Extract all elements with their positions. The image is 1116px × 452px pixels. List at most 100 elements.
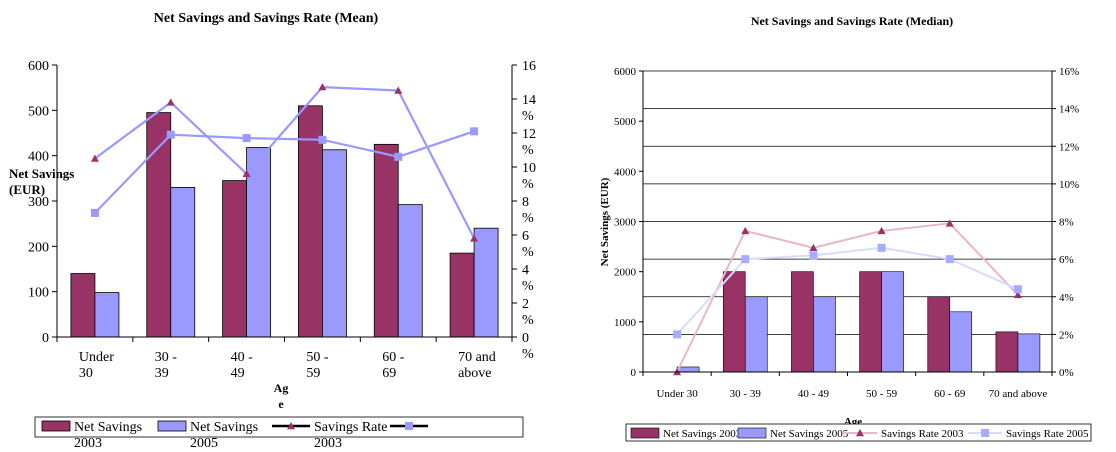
bar xyxy=(94,292,120,338)
x-tick-label: 30 - 39 xyxy=(730,388,762,400)
y2-tick-label: 12% xyxy=(1059,141,1079,153)
legend-label: Savings Rate 2005 xyxy=(1006,428,1089,440)
y2-tick-label: 2% xyxy=(522,297,534,328)
x-tick-label: 60 -69 xyxy=(382,350,405,381)
y-tick-label: 500 xyxy=(28,104,49,119)
y-tick-label: 400 xyxy=(28,150,49,165)
legend-swatch xyxy=(157,420,187,432)
data-point xyxy=(90,208,99,217)
bar xyxy=(246,147,271,338)
legend-marker xyxy=(287,422,295,430)
bar xyxy=(722,271,746,373)
bar xyxy=(995,331,1019,373)
data-point xyxy=(242,169,251,177)
legend-label: Net Savings 2005 xyxy=(770,428,849,440)
bar xyxy=(744,296,768,373)
bar xyxy=(859,271,882,373)
y2-tick-label: 0% xyxy=(522,331,534,362)
legend-marker xyxy=(405,422,413,430)
legend-label: Savings Rate 2003 xyxy=(881,428,964,440)
data-point xyxy=(1013,285,1022,294)
y-tick-label: 1000 xyxy=(614,317,637,329)
median-chart: Net Savings and Savings Rate (Median) 0 10… xyxy=(599,14,1092,442)
legend-swatch xyxy=(630,427,660,439)
y2-tick-label: 14% xyxy=(522,93,536,124)
series-line xyxy=(94,85,476,239)
data-point xyxy=(318,83,327,91)
bar xyxy=(473,227,499,338)
bar xyxy=(298,105,323,338)
y2-tick-label: 10% xyxy=(522,161,536,192)
bar xyxy=(881,271,904,373)
y2-tick-label: 0% xyxy=(1059,367,1074,379)
bar xyxy=(449,252,475,338)
y2-tick-label: 16 xyxy=(522,59,536,74)
bar xyxy=(1017,333,1041,373)
y2-tick-label: 8% xyxy=(522,195,534,226)
x-tick-label: 40 -49 xyxy=(231,350,254,381)
data-point xyxy=(877,243,886,252)
bar xyxy=(791,271,814,373)
y-tick-label: 4000 xyxy=(614,166,637,178)
y2-tick-label: 14% xyxy=(1059,104,1079,116)
y-tick-label: 200 xyxy=(28,240,49,255)
y-tick-label: 5000 xyxy=(614,116,637,128)
legend-marker xyxy=(856,429,864,437)
series-line xyxy=(676,246,1019,336)
legend-marker xyxy=(981,429,989,437)
x-tick-label: 50 - 59 xyxy=(866,388,898,400)
y-tick-label: 3000 xyxy=(614,217,637,229)
data-point xyxy=(809,251,818,260)
legend-label: Net Savings 2003 xyxy=(663,428,742,440)
series-line xyxy=(94,130,475,214)
data-point xyxy=(166,130,175,139)
data-point xyxy=(741,255,750,264)
y-tick-label: 2000 xyxy=(614,267,637,279)
x-tick-label: Under 30 xyxy=(79,350,114,381)
y2-tick-label: 4% xyxy=(1059,292,1074,304)
bar xyxy=(373,143,399,338)
legend: Net Savings 2003 Net Savings 2005 Savings … xyxy=(625,423,1092,442)
data-point xyxy=(394,86,403,94)
x-tick-label: 50 -59 xyxy=(306,350,329,381)
series-line xyxy=(676,222,1019,373)
bar xyxy=(397,204,423,338)
data-point xyxy=(318,135,327,144)
bar xyxy=(222,180,247,338)
data-point xyxy=(470,127,479,136)
data-point xyxy=(1013,290,1022,299)
y2-tick-label: 10% xyxy=(1059,179,1079,191)
data-point xyxy=(809,243,818,252)
legend-label: Net Savings 2003 xyxy=(74,420,142,451)
data-point xyxy=(877,226,886,235)
y-tick-label: 600 xyxy=(28,59,49,74)
x-tick-label: Under 30 xyxy=(656,388,698,400)
legend-swatch xyxy=(737,427,767,439)
legend: Net Savings 2003 Net Savings 2005 Savings Ra… xyxy=(34,416,524,451)
y-axis-label: Net Savings (EUR) xyxy=(9,166,74,197)
mean-chart: Net Savings and Savings Rate (Mean) 0 100 2… xyxy=(9,11,536,451)
data-point xyxy=(945,255,954,264)
x-tick-label: 70 and above xyxy=(989,388,1048,400)
y-tick-label: 0 xyxy=(631,367,637,379)
x-tick-label: 70 and above xyxy=(458,350,496,381)
legend-swatch xyxy=(41,420,71,432)
data-point xyxy=(242,134,251,143)
x-tick-label: 60 - 69 xyxy=(934,388,966,400)
data-point xyxy=(90,154,99,162)
y-tick-label: 300 xyxy=(28,195,49,210)
y2-tick-label: 8% xyxy=(1059,217,1074,229)
data-point xyxy=(945,219,954,227)
y-tick-label: 100 xyxy=(28,286,49,301)
data-point xyxy=(166,98,175,106)
bar xyxy=(949,311,973,373)
y2-tick-label: 12% xyxy=(522,127,536,158)
bar xyxy=(146,112,172,338)
data-point xyxy=(673,330,682,339)
data-point xyxy=(741,226,750,235)
y2-tick-label: 2% xyxy=(1059,329,1074,341)
y2-tick-label: 4% xyxy=(522,263,534,294)
y2-tick-label: 6% xyxy=(522,229,534,260)
